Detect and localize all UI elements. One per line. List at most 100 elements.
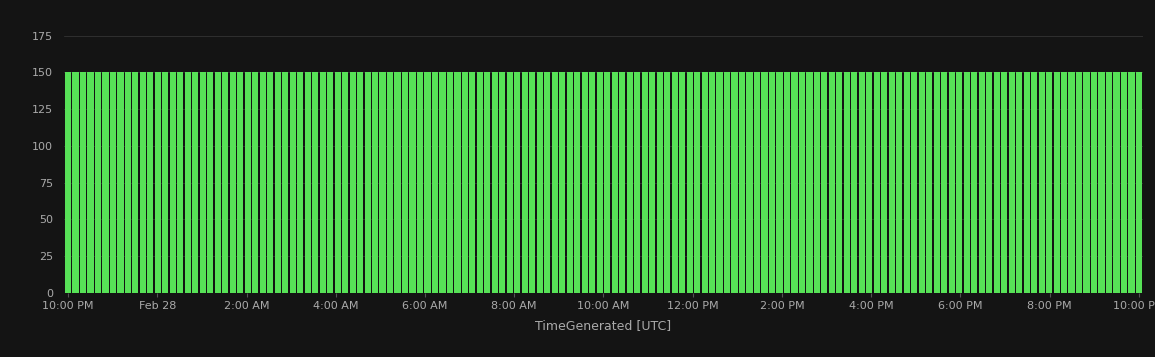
Bar bbox=[1128, 72, 1134, 293]
Bar bbox=[769, 72, 775, 293]
Bar bbox=[170, 72, 176, 293]
Bar bbox=[1023, 72, 1030, 293]
Bar bbox=[709, 72, 715, 293]
Bar bbox=[604, 72, 610, 293]
Bar bbox=[380, 72, 386, 293]
Bar bbox=[1113, 72, 1119, 293]
Bar bbox=[627, 72, 633, 293]
Bar bbox=[1038, 72, 1044, 293]
Bar bbox=[148, 72, 154, 293]
Bar bbox=[312, 72, 319, 293]
Bar bbox=[282, 72, 289, 293]
Bar bbox=[1106, 72, 1112, 293]
Bar bbox=[484, 72, 491, 293]
Bar bbox=[492, 72, 498, 293]
Bar bbox=[799, 72, 805, 293]
Bar bbox=[679, 72, 685, 293]
Bar bbox=[746, 72, 753, 293]
Bar bbox=[454, 72, 461, 293]
Bar bbox=[844, 72, 850, 293]
Bar bbox=[671, 72, 678, 293]
Bar bbox=[896, 72, 902, 293]
Bar bbox=[634, 72, 640, 293]
Bar bbox=[597, 72, 603, 293]
Bar bbox=[888, 72, 895, 293]
Bar bbox=[761, 72, 768, 293]
Bar bbox=[409, 72, 416, 293]
Bar bbox=[192, 72, 199, 293]
Bar bbox=[948, 72, 955, 293]
Bar bbox=[320, 72, 326, 293]
Bar bbox=[1098, 72, 1104, 293]
Bar bbox=[859, 72, 865, 293]
Bar bbox=[716, 72, 723, 293]
Bar bbox=[73, 72, 79, 293]
Bar bbox=[619, 72, 625, 293]
Bar bbox=[237, 72, 244, 293]
Bar bbox=[754, 72, 760, 293]
Bar bbox=[918, 72, 925, 293]
Bar bbox=[821, 72, 827, 293]
Bar bbox=[544, 72, 551, 293]
Bar bbox=[335, 72, 341, 293]
Bar bbox=[956, 72, 962, 293]
Bar bbox=[559, 72, 565, 293]
Bar bbox=[514, 72, 521, 293]
Bar bbox=[574, 72, 580, 293]
Bar bbox=[207, 72, 214, 293]
Bar bbox=[926, 72, 932, 293]
Bar bbox=[567, 72, 573, 293]
Bar bbox=[372, 72, 378, 293]
Bar bbox=[986, 72, 992, 293]
Bar bbox=[65, 72, 72, 293]
Bar bbox=[881, 72, 887, 293]
Bar bbox=[874, 72, 880, 293]
Bar bbox=[507, 72, 513, 293]
Bar bbox=[1046, 72, 1052, 293]
Bar bbox=[185, 72, 191, 293]
Bar bbox=[971, 72, 977, 293]
Bar bbox=[1076, 72, 1082, 293]
Bar bbox=[477, 72, 483, 293]
Bar bbox=[125, 72, 131, 293]
Bar bbox=[522, 72, 528, 293]
Bar bbox=[305, 72, 311, 293]
Bar bbox=[342, 72, 348, 293]
Bar bbox=[163, 72, 169, 293]
Bar bbox=[1091, 72, 1097, 293]
Bar bbox=[200, 72, 206, 293]
Bar bbox=[933, 72, 940, 293]
Bar bbox=[537, 72, 543, 293]
Bar bbox=[739, 72, 745, 293]
Bar bbox=[1061, 72, 1067, 293]
Bar bbox=[462, 72, 468, 293]
Bar bbox=[432, 72, 438, 293]
Bar bbox=[612, 72, 618, 293]
Bar bbox=[642, 72, 648, 293]
Bar bbox=[1053, 72, 1059, 293]
Bar bbox=[701, 72, 708, 293]
Bar bbox=[589, 72, 595, 293]
Bar bbox=[963, 72, 970, 293]
Bar bbox=[649, 72, 655, 293]
Bar bbox=[395, 72, 401, 293]
Bar bbox=[993, 72, 1000, 293]
Bar bbox=[903, 72, 910, 293]
Bar bbox=[230, 72, 236, 293]
Bar bbox=[297, 72, 304, 293]
Bar bbox=[155, 72, 161, 293]
Bar bbox=[552, 72, 558, 293]
Bar bbox=[499, 72, 506, 293]
Bar bbox=[1016, 72, 1022, 293]
Bar bbox=[357, 72, 363, 293]
Bar bbox=[814, 72, 820, 293]
Bar bbox=[387, 72, 393, 293]
Bar bbox=[866, 72, 872, 293]
Bar bbox=[215, 72, 221, 293]
Bar bbox=[327, 72, 333, 293]
Bar bbox=[724, 72, 730, 293]
Bar bbox=[140, 72, 146, 293]
Bar bbox=[911, 72, 917, 293]
X-axis label: TimeGenerated [UTC]: TimeGenerated [UTC] bbox=[536, 320, 671, 332]
Bar bbox=[694, 72, 700, 293]
